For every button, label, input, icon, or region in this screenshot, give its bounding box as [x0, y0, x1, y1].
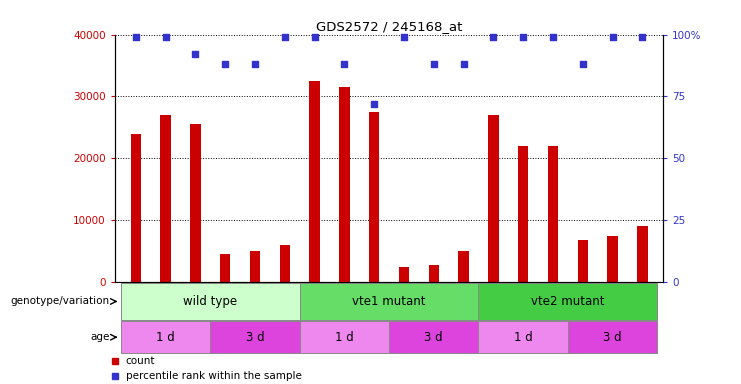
- Bar: [121, 283, 299, 320]
- Bar: [299, 321, 389, 353]
- Bar: [479, 321, 568, 353]
- Text: age: age: [90, 332, 110, 342]
- Text: 3 d: 3 d: [425, 331, 443, 344]
- Point: [130, 34, 142, 40]
- Text: vte2 mutant: vte2 mutant: [531, 295, 605, 308]
- Text: vte1 mutant: vte1 mutant: [352, 295, 426, 308]
- Bar: [369, 112, 379, 282]
- Point: [517, 34, 529, 40]
- Title: GDS2572 / 245168_at: GDS2572 / 245168_at: [316, 20, 462, 33]
- Point: [249, 61, 261, 67]
- Point: [458, 61, 470, 67]
- Bar: [577, 240, 588, 282]
- Text: wild type: wild type: [183, 295, 237, 308]
- Text: 3 d: 3 d: [245, 331, 265, 344]
- Point: [488, 34, 499, 40]
- Bar: [279, 245, 290, 282]
- Bar: [190, 124, 201, 282]
- Point: [308, 34, 320, 40]
- Point: [190, 51, 202, 58]
- Text: 1 d: 1 d: [514, 331, 533, 344]
- Text: 1 d: 1 d: [335, 331, 353, 344]
- Bar: [339, 87, 350, 282]
- Bar: [250, 251, 260, 282]
- Bar: [479, 283, 657, 320]
- Text: genotype/variation: genotype/variation: [10, 296, 110, 306]
- Text: percentile rank within the sample: percentile rank within the sample: [126, 371, 302, 381]
- Bar: [130, 134, 141, 282]
- Bar: [608, 236, 618, 282]
- Point: [428, 61, 439, 67]
- Bar: [309, 81, 319, 282]
- Point: [219, 61, 231, 67]
- Text: count: count: [126, 356, 156, 366]
- Bar: [548, 146, 558, 282]
- Point: [279, 34, 290, 40]
- Bar: [518, 146, 528, 282]
- Point: [368, 101, 380, 107]
- Text: 1 d: 1 d: [156, 331, 175, 344]
- Point: [576, 61, 588, 67]
- Bar: [637, 227, 648, 282]
- Point: [339, 61, 350, 67]
- Point: [398, 34, 410, 40]
- Point: [607, 34, 619, 40]
- Bar: [121, 321, 210, 353]
- Bar: [488, 115, 499, 282]
- Bar: [220, 254, 230, 282]
- Point: [547, 34, 559, 40]
- Point: [637, 34, 648, 40]
- Bar: [299, 283, 479, 320]
- Bar: [459, 251, 469, 282]
- Bar: [210, 321, 299, 353]
- Point: [159, 34, 171, 40]
- Bar: [568, 321, 657, 353]
- Text: 3 d: 3 d: [603, 331, 622, 344]
- Bar: [160, 115, 170, 282]
- Bar: [389, 321, 479, 353]
- Bar: [399, 267, 409, 282]
- Bar: [428, 265, 439, 282]
